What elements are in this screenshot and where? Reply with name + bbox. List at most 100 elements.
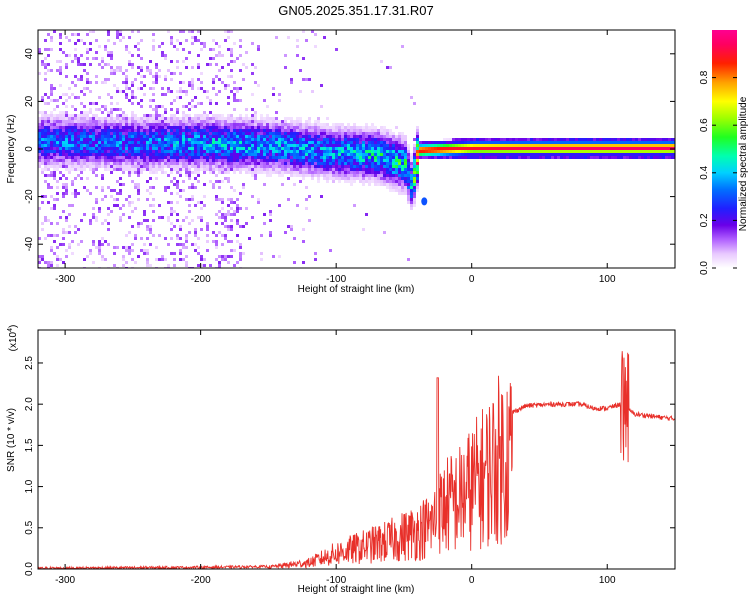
heatmap-cell: [167, 126, 170, 129]
heatmap-cell: [113, 264, 116, 267]
heatmap-cell: [137, 126, 140, 129]
heatmap-cell: [608, 156, 611, 159]
heatmap-cell: [650, 150, 653, 153]
heatmap-cell: [128, 63, 131, 66]
heatmap-cell: [182, 144, 185, 147]
snr-y-axis-label: SNR (10 * v/v): [6, 408, 17, 472]
heatmap-cell: [293, 120, 296, 123]
heatmap-cell: [212, 171, 215, 174]
snr-y-tick-label: 0.5: [24, 520, 35, 534]
heatmap-cell: [314, 144, 317, 147]
heatmap-cell: [377, 129, 380, 132]
heatmap-cell: [551, 156, 554, 159]
heatmap-cell: [602, 156, 605, 159]
heatmap-cell: [170, 165, 173, 168]
heatmap-cell: [395, 138, 398, 141]
heatmap-cell: [410, 195, 413, 198]
heatmap-cell: [65, 120, 68, 123]
heatmap-cell: [233, 132, 236, 135]
heatmap-cell: [176, 150, 179, 153]
heatmap-cell: [320, 165, 323, 168]
heatmap-cell: [194, 234, 197, 237]
heatmap-cell: [77, 159, 80, 162]
heatmap-cell: [104, 108, 107, 111]
heatmap-cell: [194, 171, 197, 174]
heatmap-cell: [176, 60, 179, 63]
heatmap-cell: [407, 174, 410, 177]
heatmap-cell: [95, 102, 98, 105]
heatmap-cell: [284, 66, 287, 69]
heatmap-cell: [83, 135, 86, 138]
heatmap-cell: [215, 54, 218, 57]
heatmap-cell: [248, 171, 251, 174]
heatmap-cell: [68, 129, 71, 132]
heatmap-cell: [236, 123, 239, 126]
heatmap-cell: [128, 99, 131, 102]
heatmap-cell: [176, 159, 179, 162]
heatmap-cell: [173, 45, 176, 48]
snr-x-axis-label: Height of straight line (km): [298, 584, 415, 595]
heatmap-cell: [338, 156, 341, 159]
heatmap-cell: [170, 126, 173, 129]
heatmap-cell: [74, 141, 77, 144]
heatmap-cell: [590, 147, 593, 150]
heatmap-cell: [203, 126, 206, 129]
heatmap-cell: [257, 153, 260, 156]
heatmap-cell: [401, 138, 404, 141]
heatmap-cell: [386, 165, 389, 168]
heatmap-cell: [257, 150, 260, 153]
heatmap-cell: [218, 255, 221, 258]
heatmap-cell: [227, 63, 230, 66]
heatmap-cell: [125, 48, 128, 51]
heatmap-cell: [521, 156, 524, 159]
heatmap-cell: [59, 135, 62, 138]
heatmap-cell: [275, 171, 278, 174]
heatmap-cell: [362, 177, 365, 180]
heatmap-cell: [416, 153, 419, 156]
heatmap-cell: [368, 138, 371, 141]
heatmap-cell: [257, 84, 260, 87]
snr-x-tick-label: -300: [55, 575, 75, 586]
heatmap-cell: [188, 51, 191, 54]
heatmap-cell: [374, 168, 377, 171]
heatmap-cell: [125, 144, 128, 147]
heatmap-cell: [236, 147, 239, 150]
heatmap-cell: [323, 177, 326, 180]
heatmap-cell: [464, 144, 467, 147]
heatmap-cell: [284, 141, 287, 144]
heatmap-cell: [215, 195, 218, 198]
heatmap-cell: [122, 135, 125, 138]
heatmap-cell: [302, 30, 305, 33]
heatmap-cell: [203, 204, 206, 207]
heatmap-cell: [239, 120, 242, 123]
heatmap-cell: [86, 144, 89, 147]
heatmap-cell: [290, 78, 293, 81]
heatmap-cell: [353, 156, 356, 159]
heatmap-cell: [176, 183, 179, 186]
heatmap-cell: [497, 141, 500, 144]
heatmap-cell: [368, 153, 371, 156]
heatmap-cell: [461, 150, 464, 153]
heatmap-cell: [179, 243, 182, 246]
heatmap-cell: [230, 144, 233, 147]
heatmap-cell: [422, 156, 425, 159]
heatmap-cell: [83, 153, 86, 156]
heatmap-cell: [143, 213, 146, 216]
heatmap-cell: [191, 153, 194, 156]
heatmap-cell: [350, 159, 353, 162]
heatmap-cell: [197, 156, 200, 159]
heatmap-cell: [665, 144, 668, 147]
heatmap-cell: [164, 54, 167, 57]
heatmap-cell: [248, 153, 251, 156]
heatmap-cell: [467, 147, 470, 150]
heatmap-cell: [371, 126, 374, 129]
heatmap-cell: [221, 198, 224, 201]
heatmap-cell: [116, 123, 119, 126]
heatmap-cell: [221, 150, 224, 153]
heatmap-cell: [41, 120, 44, 123]
heatmap-cell: [407, 165, 410, 168]
heatmap-cell: [53, 150, 56, 153]
heatmap-cell: [470, 138, 473, 141]
heatmap-cell: [107, 129, 110, 132]
heatmap-cell: [92, 240, 95, 243]
